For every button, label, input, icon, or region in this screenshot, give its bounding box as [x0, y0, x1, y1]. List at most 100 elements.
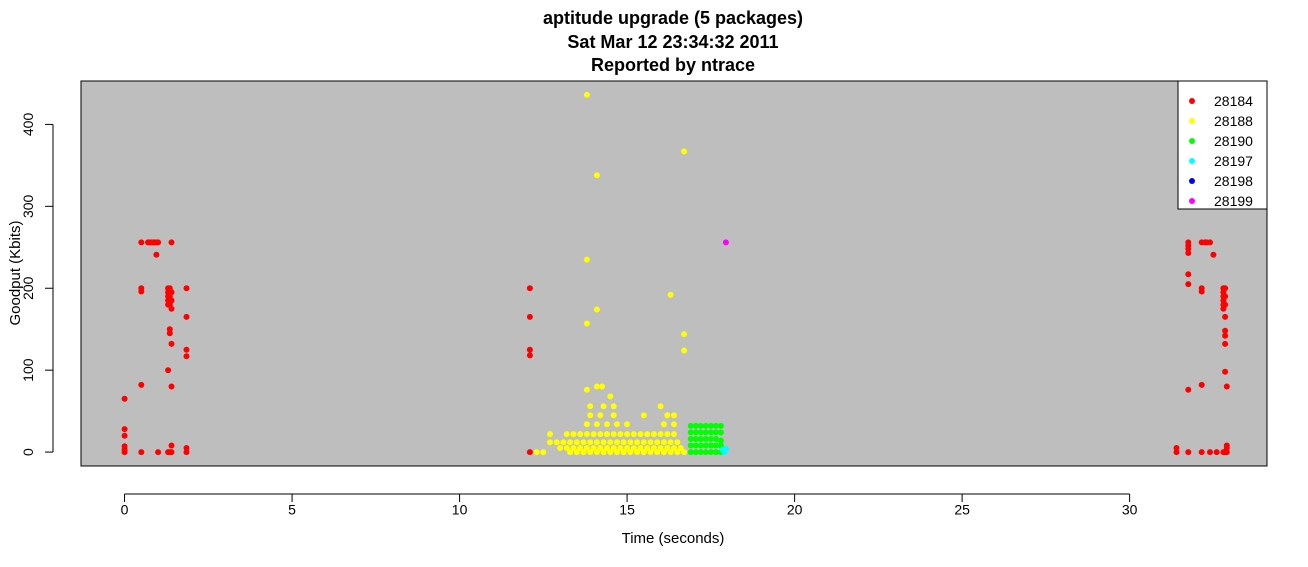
point-28190-29 — [712, 422, 719, 429]
point-28188-45 — [624, 421, 631, 428]
point-28188-25 — [570, 431, 577, 438]
point-28184-83 — [1222, 332, 1229, 339]
x-tick-label-6: 30 — [1122, 501, 1138, 517]
point-28188-54 — [573, 439, 580, 446]
point-28188-74 — [583, 445, 590, 451]
point-28188-36 — [644, 431, 651, 438]
point-28188-49 — [597, 412, 604, 419]
point-28188-32 — [617, 431, 624, 438]
point-28188-81 — [630, 445, 637, 451]
point-28188-40 — [671, 431, 677, 438]
point-28188-15 — [599, 383, 605, 390]
point-28188-43 — [604, 421, 610, 428]
point-28184-87 — [1222, 293, 1229, 300]
point-28188-68 — [667, 439, 674, 446]
point-28184-35 — [168, 340, 175, 347]
point-28188-10 — [583, 320, 590, 327]
point-28188-21 — [640, 412, 647, 419]
point-28184-34 — [168, 383, 175, 390]
point-28190-11 — [697, 442, 704, 449]
point-28184-84 — [1222, 327, 1229, 334]
point-28188-3 — [547, 431, 553, 438]
legend-marker-28199 — [1189, 198, 1195, 204]
point-28188-24 — [563, 431, 570, 438]
point-28188-53 — [567, 439, 574, 446]
point-28188-33 — [624, 431, 631, 438]
point-28188-103 — [660, 449, 667, 456]
x-tick-label-5: 25 — [954, 501, 970, 517]
point-28190-15 — [702, 449, 709, 456]
y-tick-label-1: 100 — [20, 358, 36, 382]
point-28184-7 — [138, 381, 145, 388]
point-28188-84 — [650, 445, 657, 451]
point-28184-50 — [526, 313, 533, 320]
point-28188-86 — [664, 445, 671, 451]
point-28184-69 — [1207, 239, 1213, 246]
legend-label-28188: 28188 — [1214, 113, 1253, 129]
point-28190-2 — [687, 436, 694, 442]
point-28188-96 — [614, 449, 620, 456]
point-28188-29 — [597, 431, 604, 438]
point-28188-91 — [580, 449, 587, 456]
point-28188-76 — [597, 445, 604, 451]
point-28184-70 — [1207, 449, 1213, 456]
point-28188-27 — [583, 431, 590, 438]
point-28188-50 — [610, 412, 617, 419]
chart-title-line-2: Sat Mar 12 23:34:32 2011 — [567, 32, 778, 52]
point-28188-48 — [587, 412, 594, 419]
point-28184-53 — [1173, 445, 1180, 451]
point-28188-26 — [577, 431, 584, 438]
point-28188-60 — [614, 439, 620, 446]
point-28188-55 — [580, 439, 587, 446]
point-28190-7 — [692, 436, 699, 442]
point-28188-42 — [593, 421, 600, 428]
point-28190-24 — [707, 422, 714, 429]
point-28184-21 — [165, 367, 172, 374]
y-axis: 0 100 200 300 400 — [20, 113, 54, 456]
point-28184-49 — [526, 346, 533, 353]
point-28188-41 — [583, 421, 590, 428]
point-28188-2 — [547, 439, 553, 446]
legend: 28184 28188 28190 28197 28198 28199 — [1177, 80, 1268, 210]
point-28199-0 — [722, 239, 729, 246]
y-tick-label-0: 0 — [20, 448, 36, 456]
point-28184-9 — [138, 285, 145, 292]
point-28190-26 — [712, 442, 719, 449]
point-28184-6 — [138, 449, 145, 456]
legend-label-28198: 28198 — [1214, 173, 1253, 189]
point-28184-4 — [121, 426, 128, 433]
data-points — [121, 91, 1230, 456]
point-28188-65 — [647, 439, 654, 446]
point-28184-55 — [1185, 386, 1192, 393]
point-28190-20 — [707, 449, 714, 456]
point-28184-91 — [1223, 442, 1230, 449]
point-28188-59 — [607, 439, 614, 446]
chart-title-line-1: aptitude upgrade (5 packages) — [543, 8, 803, 28]
point-28190-14 — [697, 422, 704, 429]
point-28188-46 — [660, 421, 667, 428]
point-28190-18 — [702, 429, 709, 436]
y-tick-label-2: 200 — [20, 276, 36, 300]
point-28184-38 — [168, 289, 175, 296]
point-28188-73 — [577, 445, 584, 451]
point-28188-75 — [590, 445, 597, 451]
y-axis-label: Goodput (Kbits) — [7, 220, 24, 325]
point-28184-10 — [138, 239, 145, 246]
point-28188-66 — [654, 439, 661, 446]
point-28190-27 — [712, 436, 719, 442]
point-28188-16 — [607, 393, 614, 400]
point-28190-4 — [687, 422, 694, 429]
point-28188-57 — [593, 439, 600, 446]
point-28188-71 — [563, 445, 570, 451]
point-28188-90 — [573, 449, 580, 456]
point-28188-19 — [610, 403, 617, 410]
point-28184-36 — [168, 305, 175, 312]
point-28188-14 — [593, 383, 600, 390]
point-28184-63 — [1198, 381, 1205, 388]
point-28184-28 — [166, 326, 173, 333]
legend-marker-28197 — [1189, 158, 1195, 164]
x-tick-label-1: 5 — [288, 501, 296, 517]
legend-label-28190: 28190 — [1214, 133, 1253, 149]
point-28190-3 — [687, 429, 694, 436]
